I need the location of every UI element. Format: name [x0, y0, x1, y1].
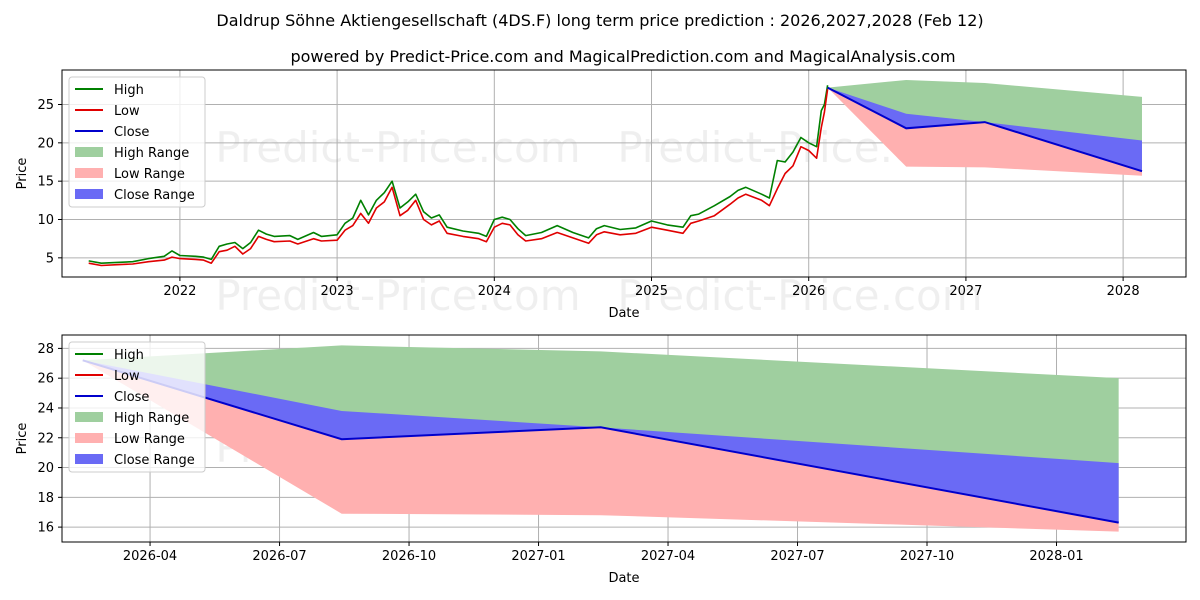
close-forecast-line: [827, 86, 1143, 173]
y-tick-label: 24: [37, 401, 54, 416]
plot-area: [88, 79, 1143, 267]
x-tick-label: 2022: [163, 284, 196, 299]
close-forecast-line: [82, 359, 1119, 524]
low-range-area: [827, 87, 1142, 176]
y-tick-label: 22: [37, 431, 54, 446]
x-tick-label: 2027-10: [900, 549, 954, 564]
x-tick-label: 2027-01: [511, 549, 565, 564]
y-tick-label: 20: [37, 136, 54, 151]
y-axis-label: Price: [15, 158, 30, 190]
y-tick-label: 5: [46, 251, 54, 266]
watermark-text: Predict-Price.com: [215, 271, 580, 320]
legend-low-label: Low: [114, 369, 140, 384]
watermark-text: Predict-Price.com: [617, 271, 982, 320]
legend-high-label: High: [114, 83, 144, 98]
y-axis-label: Price: [15, 423, 30, 455]
plot-area: [82, 345, 1119, 532]
x-tick-label: 2023: [321, 284, 354, 299]
legend-low-range-label: Low Range: [114, 167, 185, 182]
legend-high-range-label: High Range: [114, 411, 189, 426]
legend-low-label: Low: [114, 104, 140, 119]
legend-close-range-swatch: [75, 189, 103, 199]
legend-close-label: Close: [114, 390, 149, 405]
low-price-line: [88, 89, 829, 267]
y-tick-label: 20: [37, 461, 54, 476]
y-tick-label: 26: [37, 372, 54, 387]
x-tick-label: 2026: [792, 284, 825, 299]
legend-low-range-swatch: [75, 433, 103, 443]
x-axis-label: Date: [608, 306, 639, 321]
plot-frame: [61, 334, 1187, 543]
top-chart-panel: Predict-Price.com Predict-Price.com Predic…: [15, 69, 1187, 321]
high-range-area: [82, 345, 1119, 523]
legend-high-range-swatch: [75, 412, 103, 422]
legend-close-label: Close: [114, 125, 149, 140]
legend-high-range-swatch: [75, 147, 103, 157]
x-axis-label: Date: [608, 571, 639, 586]
y-tick-label: 28: [37, 342, 54, 357]
legend-low-range-label: Low Range: [114, 432, 185, 447]
x-tick-label: 2026-04: [123, 549, 177, 564]
x-tick-label: 2027: [949, 284, 982, 299]
x-tick-label: 2026-07: [252, 549, 306, 564]
legend-close-range-swatch: [75, 454, 103, 464]
x-tick-label: 2028-01: [1029, 549, 1083, 564]
high-price-line: [88, 85, 829, 264]
x-tick-label: 2025: [635, 284, 668, 299]
legend-low-range-swatch: [75, 168, 103, 178]
legend-close-range-label: Close Range: [114, 453, 195, 468]
y-tick-label: 18: [37, 491, 54, 506]
y-tick-label: 10: [37, 213, 54, 228]
x-tick-label: 2027-07: [770, 549, 824, 564]
legend-high-range-label: High Range: [114, 146, 189, 161]
x-tick-label: 2024: [478, 284, 511, 299]
legend-high-label: High: [114, 348, 144, 363]
chart-subtitle: powered by Predict-Price.com and Magical…: [290, 47, 955, 66]
x-tick-label: 2028: [1107, 284, 1140, 299]
y-tick-label: 15: [37, 175, 54, 190]
y-tick-label: 25: [37, 98, 54, 113]
low-range-area: [82, 360, 1119, 532]
watermark-text: Predict-Price.com: [215, 123, 580, 172]
high-range-area: [827, 79, 1142, 172]
y-tick-label: 16: [37, 521, 54, 536]
x-tick-label: 2026-10: [382, 549, 436, 564]
chart-title: Daldrup Söhne Aktiengesellschaft (4DS.F)…: [216, 11, 983, 30]
x-tick-label: 2027-04: [641, 549, 695, 564]
bottom-chart-panel: Predict-Price.comPredict-Price.com2026-0…: [15, 334, 1187, 586]
plot-frame: [61, 69, 1187, 278]
legend-close-range-label: Close Range: [114, 188, 195, 203]
